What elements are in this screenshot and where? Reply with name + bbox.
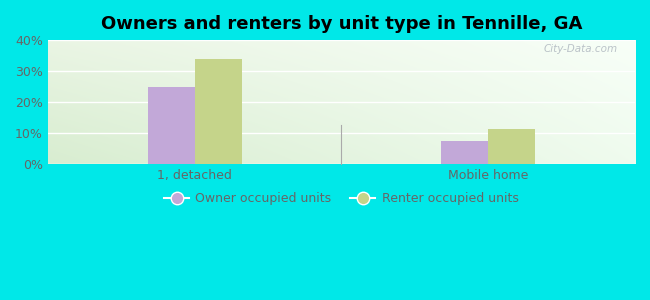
Bar [148, 87, 194, 164]
Title: Owners and renters by unit type in Tennille, GA: Owners and renters by unit type in Tenni… [101, 15, 582, 33]
Text: City-Data.com: City-Data.com [543, 44, 618, 54]
Legend: Owner occupied units, Renter occupied units: Owner occupied units, Renter occupied un… [159, 187, 523, 210]
Bar [488, 128, 535, 164]
Bar [441, 141, 488, 164]
Bar [194, 59, 242, 164]
